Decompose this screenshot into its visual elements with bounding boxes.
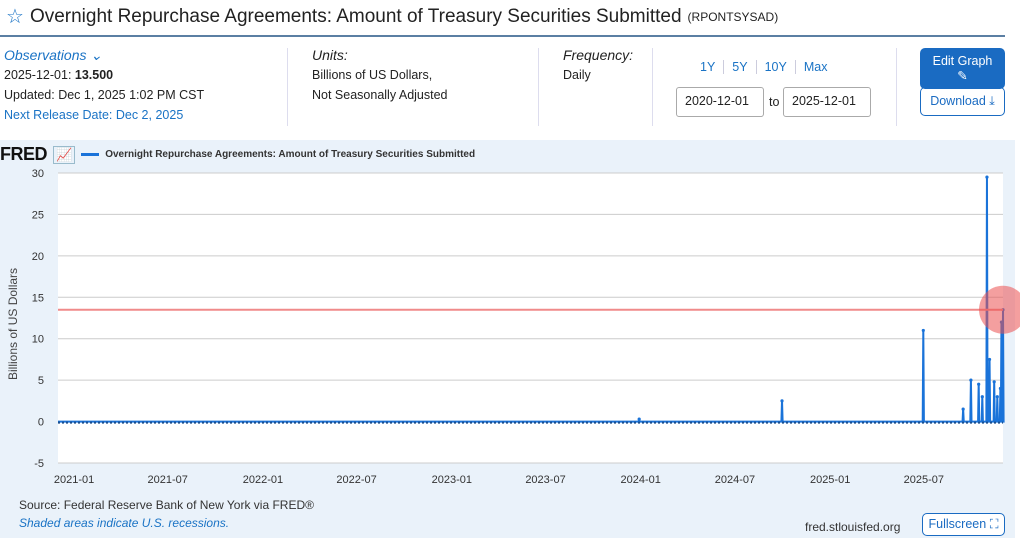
x-tick-label: 2021-01 (54, 474, 94, 486)
range-max-button[interactable]: Max (803, 60, 828, 74)
recessions-note: Shaded areas indicate U.S. recessions. (19, 516, 230, 530)
edit-graph-button[interactable]: Edit Graph ✎ (920, 48, 1005, 89)
units-adjustment: Not Seasonally Adjusted (312, 88, 448, 102)
x-tick-label: 2023-07 (525, 474, 565, 486)
x-tick-label: 2025-07 (904, 474, 944, 486)
y-tick-label: 5 (38, 375, 44, 387)
divider (287, 48, 288, 126)
chevron-down-icon: ⌄ (90, 47, 103, 63)
x-tick-label: 2022-01 (243, 474, 283, 486)
data-point (992, 380, 996, 384)
data-point (985, 175, 989, 179)
divider (652, 48, 653, 126)
data-point (980, 395, 984, 399)
range-1y-button[interactable]: 1Y (692, 60, 725, 74)
y-tick-label: 30 (32, 168, 44, 180)
plot-area (58, 173, 1003, 463)
data-point (921, 328, 925, 333)
y-tick-label: 10 (32, 334, 44, 346)
fullscreen-button[interactable]: Fullscreen ⛶ (922, 513, 1005, 536)
fred-logo: FRED (0, 144, 48, 164)
series-line (58, 177, 1005, 423)
site-text: fred.stlouisfed.org (805, 520, 901, 534)
download-button[interactable]: Download ⤓ (920, 87, 1005, 116)
download-icon: ⤓ (989, 94, 995, 108)
to-label: to (769, 95, 780, 109)
star-icon[interactable]: ☆ (6, 6, 24, 28)
start-date-input[interactable]: 2020-12-01 (676, 87, 764, 117)
units-label: Units: (312, 47, 348, 63)
latest-observation: 2025-12-01: 13.500 (4, 68, 114, 82)
hover-marker (979, 285, 1020, 334)
data-point (977, 382, 981, 386)
units-value: Billions of US Dollars, (312, 68, 433, 82)
data-point (780, 399, 784, 403)
end-date-input[interactable]: 2025-12-01 (783, 87, 871, 117)
divider (538, 48, 539, 126)
chart-legend: FRED 📈 Overnight Repurchase Agreements: … (0, 144, 475, 165)
range-buttons: 1Y 5Y 10Y Max (692, 58, 835, 76)
frequency-value: Daily (563, 68, 591, 82)
line-chart-icon: 📈 (53, 145, 76, 164)
next-release-link[interactable]: Next Release Date: Dec 2, 2025 (4, 108, 184, 122)
y-tick-label: 0 (38, 417, 44, 429)
data-point (987, 357, 992, 362)
page-title: ☆ Overnight Repurchase Agreements: Amoun… (6, 5, 779, 29)
y-axis-label: Billions of US Dollars (6, 267, 20, 380)
range-5y-button[interactable]: 5Y (724, 60, 757, 74)
data-point (998, 386, 1003, 391)
divider (0, 35, 1005, 37)
source-text: Source: Federal Reserve Bank of New York… (19, 498, 314, 512)
x-tick-label: 2022-07 (336, 474, 376, 486)
series-id: (RPONTSYSAD) (687, 9, 779, 24)
divider (896, 48, 897, 126)
fullscreen-icon: ⛶ (989, 517, 999, 531)
frequency-label: Frequency: (563, 47, 634, 63)
data-point (995, 395, 999, 399)
x-tick-label: 2024-07 (715, 474, 755, 486)
edit-icon: ✎ (957, 69, 968, 83)
range-10y-button[interactable]: 10Y (756, 60, 796, 74)
updated-text: Updated: Dec 1, 2025 1:02 PM CST (4, 88, 205, 102)
x-tick-label: 2021-07 (148, 474, 188, 486)
x-tick-label: 2023-01 (432, 474, 472, 486)
y-tick-label: 20 (32, 251, 44, 263)
chart-plot[interactable]: -5 0 5 10 15 20 25 30 2021-01 2021-07 2022-01 2022-… (0, 160, 1020, 490)
data-point (961, 407, 965, 411)
x-tick-label: 2024-01 (621, 474, 661, 486)
y-tick-label: 25 (32, 209, 44, 221)
y-tick-label: -5 (34, 458, 44, 470)
x-tick-label: 2025-01 (810, 474, 850, 486)
data-point (637, 417, 641, 421)
observations-toggle[interactable]: Observations ⌄ (4, 47, 103, 63)
data-point (969, 378, 973, 382)
y-tick-label: 15 (32, 292, 44, 304)
legend-label: Overnight Repurchase Agreements: Amount … (105, 149, 476, 160)
legend-line-icon (81, 153, 100, 156)
